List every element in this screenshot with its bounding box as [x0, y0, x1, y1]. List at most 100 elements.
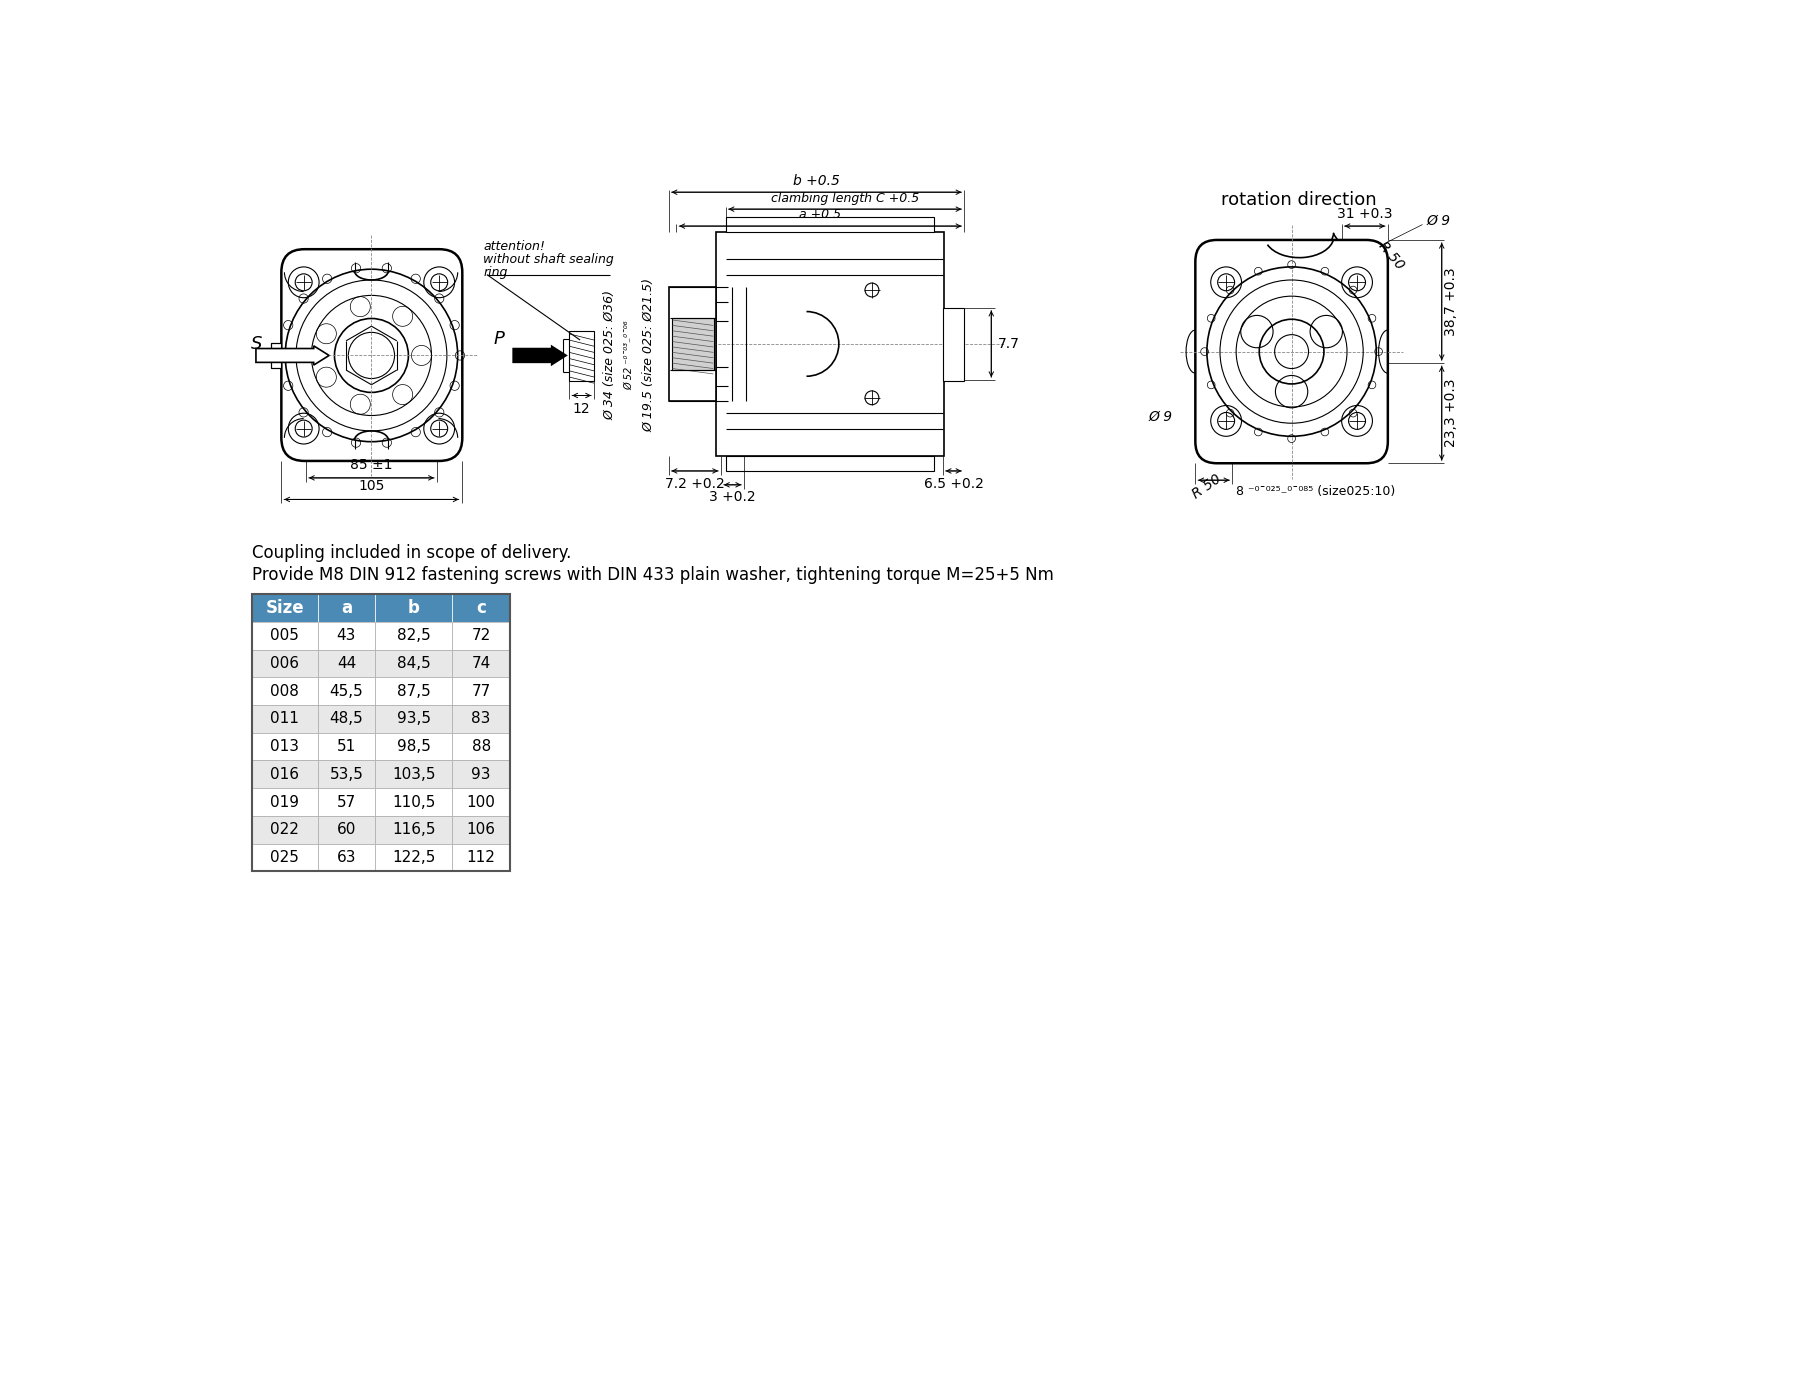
- Text: 013: 013: [271, 739, 300, 755]
- Bar: [251, 788, 318, 816]
- Text: 31 +0.3: 31 +0.3: [1336, 207, 1392, 221]
- Text: 93: 93: [471, 767, 490, 781]
- Text: 82,5: 82,5: [397, 628, 431, 644]
- Text: P: P: [494, 329, 505, 348]
- Bar: [375, 816, 453, 844]
- Text: 45,5: 45,5: [329, 684, 363, 699]
- Text: 93,5: 93,5: [397, 712, 431, 727]
- Bar: [318, 594, 375, 621]
- Bar: [726, 217, 934, 232]
- FancyArrow shape: [512, 345, 568, 366]
- Bar: [375, 594, 453, 621]
- Text: c: c: [476, 599, 487, 617]
- Text: 7.7: 7.7: [997, 336, 1020, 350]
- Bar: [251, 760, 318, 788]
- Text: 7.2 +0.2: 7.2 +0.2: [665, 477, 726, 491]
- Text: rotation direction: rotation direction: [1221, 192, 1378, 210]
- Bar: [318, 649, 375, 677]
- Text: 44: 44: [338, 656, 356, 671]
- Text: 74: 74: [472, 656, 490, 671]
- Text: R 50: R 50: [1376, 239, 1408, 272]
- Text: a +0.5: a +0.5: [799, 208, 841, 221]
- Bar: [318, 788, 375, 816]
- Bar: [375, 677, 453, 705]
- Bar: [375, 788, 453, 816]
- Text: clambing length C +0.5: clambing length C +0.5: [770, 192, 920, 204]
- Text: b: b: [408, 599, 420, 617]
- Bar: [453, 649, 510, 677]
- Bar: [453, 760, 510, 788]
- Bar: [318, 705, 375, 733]
- Text: 77: 77: [472, 684, 490, 699]
- Bar: [251, 594, 510, 872]
- Text: R 50: R 50: [1191, 471, 1223, 502]
- Bar: [251, 594, 318, 621]
- Text: Size: Size: [266, 599, 304, 617]
- Text: Provide M8 DIN 912 fastening screws with DIN 433 plain washer, tightening torque: Provide M8 DIN 912 fastening screws with…: [251, 566, 1054, 584]
- Text: 103,5: 103,5: [392, 767, 436, 781]
- Text: 116,5: 116,5: [392, 823, 436, 837]
- Bar: [318, 733, 375, 760]
- Text: 43: 43: [336, 628, 356, 644]
- Text: 72: 72: [472, 628, 490, 644]
- Bar: [251, 733, 318, 760]
- Bar: [672, 318, 715, 370]
- Text: 106: 106: [467, 823, 496, 837]
- Bar: [375, 760, 453, 788]
- Bar: [453, 733, 510, 760]
- Text: S: S: [251, 335, 262, 353]
- Circle shape: [286, 270, 458, 442]
- Text: 57: 57: [338, 795, 356, 809]
- Bar: [251, 621, 318, 649]
- Bar: [717, 232, 943, 456]
- Bar: [375, 649, 453, 677]
- Text: 112: 112: [467, 851, 496, 865]
- Text: 006: 006: [271, 656, 300, 671]
- FancyBboxPatch shape: [1196, 240, 1388, 463]
- Bar: [943, 307, 964, 381]
- Bar: [251, 844, 318, 872]
- Bar: [251, 705, 318, 733]
- Text: attention!: attention!: [483, 240, 544, 253]
- Text: 105: 105: [357, 480, 384, 493]
- Bar: [569, 331, 594, 381]
- Text: Ø 9: Ø 9: [1426, 214, 1451, 228]
- Text: 016: 016: [271, 767, 300, 781]
- Text: b +0.5: b +0.5: [794, 174, 841, 188]
- Text: 84,5: 84,5: [397, 656, 431, 671]
- Text: 122,5: 122,5: [392, 851, 435, 865]
- Bar: [726, 456, 934, 471]
- Bar: [453, 621, 510, 649]
- Text: 48,5: 48,5: [329, 712, 363, 727]
- Text: 019: 019: [271, 795, 300, 809]
- Bar: [375, 844, 453, 872]
- Text: Coupling included in scope of delivery.: Coupling included in scope of delivery.: [251, 543, 571, 562]
- Text: 3 +0.2: 3 +0.2: [709, 491, 756, 505]
- Text: 005: 005: [271, 628, 300, 644]
- Text: 022: 022: [271, 823, 300, 837]
- Bar: [375, 733, 453, 760]
- Bar: [318, 677, 375, 705]
- Bar: [318, 760, 375, 788]
- Text: Ø 9: Ø 9: [1148, 410, 1173, 424]
- Text: 23,3 +0.3: 23,3 +0.3: [1444, 379, 1458, 448]
- Text: 85 ±1: 85 ±1: [350, 457, 393, 471]
- Bar: [453, 594, 510, 621]
- Bar: [453, 788, 510, 816]
- Text: 53,5: 53,5: [329, 767, 363, 781]
- Text: 98,5: 98,5: [397, 739, 431, 755]
- Bar: [453, 705, 510, 733]
- Bar: [453, 844, 510, 872]
- Text: 87,5: 87,5: [397, 684, 431, 699]
- Text: ring: ring: [483, 265, 508, 279]
- FancyArrow shape: [257, 346, 329, 366]
- Text: 100: 100: [467, 795, 496, 809]
- Text: 83: 83: [472, 712, 490, 727]
- Text: 011: 011: [271, 712, 300, 727]
- Text: Ø 19.5 (size 025: Ø21.5): Ø 19.5 (size 025: Ø21.5): [643, 278, 656, 432]
- Text: 110,5: 110,5: [392, 795, 435, 809]
- Bar: [251, 677, 318, 705]
- Text: Ø 52 ⁻⁰ˉ⁰³₋⁰ˉ⁰⁶: Ø 52 ⁻⁰ˉ⁰³₋⁰ˉ⁰⁶: [625, 321, 634, 391]
- Bar: [271, 343, 282, 368]
- Bar: [375, 705, 453, 733]
